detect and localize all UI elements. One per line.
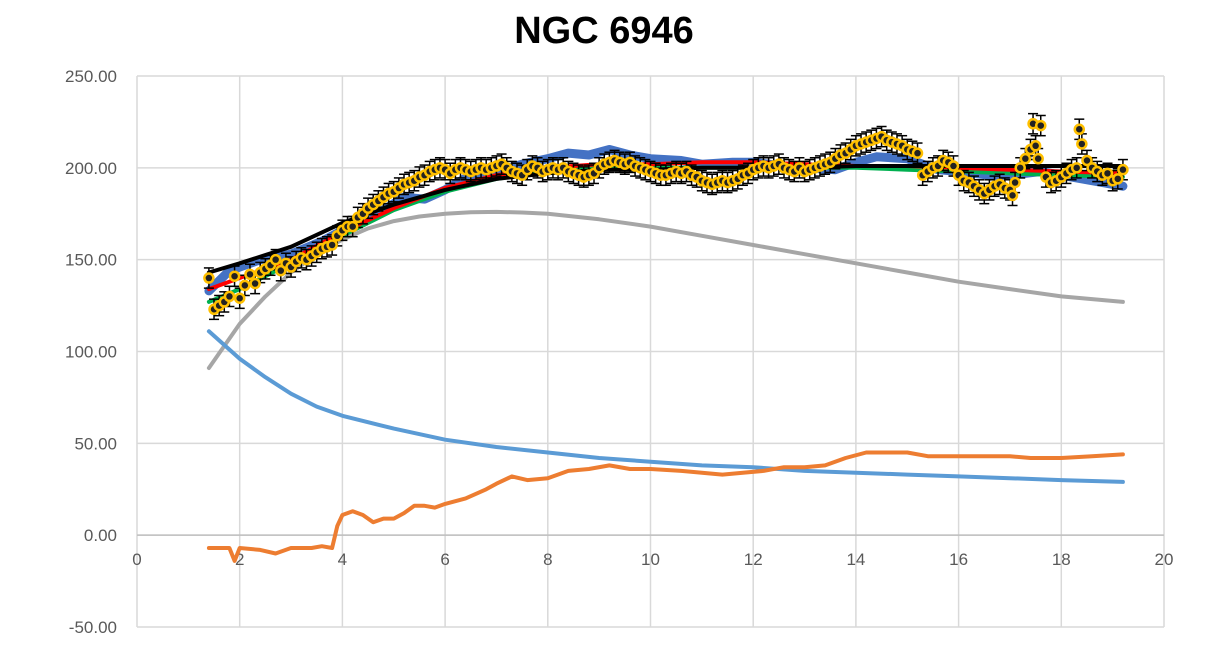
data-point-marker xyxy=(1029,140,1042,152)
data-point-marker xyxy=(326,239,338,251)
data-point-marker xyxy=(346,220,359,233)
x-tick-label: 16 xyxy=(949,550,968,569)
y-tick-label: 100.00 xyxy=(65,343,117,362)
y-tick-label: -50.00 xyxy=(69,618,117,637)
x-tick-label: 4 xyxy=(338,550,347,569)
data-point-marker xyxy=(1070,162,1083,174)
data-point-marker xyxy=(275,264,287,277)
data-point-marker xyxy=(911,147,924,159)
data-point-marker xyxy=(1032,152,1044,165)
series-line-5 xyxy=(206,329,1125,484)
data-point-marker xyxy=(1035,119,1047,132)
y-tick-label: 50.00 xyxy=(74,434,117,453)
x-tick-label: 18 xyxy=(1052,550,1071,569)
y-tick-label: 150.00 xyxy=(65,251,117,270)
x-tick-label: 14 xyxy=(846,550,865,569)
data-point-marker xyxy=(228,270,241,282)
data-point-marker xyxy=(947,160,960,172)
data-point-marker xyxy=(1081,154,1093,167)
data-point-marker xyxy=(223,290,236,303)
x-tick-label: 10 xyxy=(641,550,660,569)
data-point-marker xyxy=(1112,173,1124,185)
data-point-marker xyxy=(1019,152,1032,165)
data-point-marker xyxy=(1009,176,1021,189)
series-line-6 xyxy=(206,450,1125,563)
x-tick-label: 0 xyxy=(132,550,141,569)
data-point-marker xyxy=(1101,167,1114,180)
data-point-marker xyxy=(1014,162,1026,174)
data-point-marker xyxy=(239,279,251,292)
data-point-marker xyxy=(1076,138,1088,150)
data-point-marker xyxy=(249,277,261,290)
x-tick-label: 2 xyxy=(235,550,244,569)
data-point-marker xyxy=(1006,189,1019,202)
data-point-marker xyxy=(1117,163,1129,176)
data-point-marker xyxy=(233,292,246,304)
x-tick-label: 8 xyxy=(543,550,552,569)
y-tick-label: 250.00 xyxy=(65,67,117,86)
x-tick-label: 20 xyxy=(1155,550,1174,569)
data-point-marker xyxy=(1073,123,1086,136)
y-tick-label: 0.00 xyxy=(84,526,117,545)
data-point-marker xyxy=(269,253,282,266)
data-point-marker xyxy=(244,268,256,281)
x-tick-label: 12 xyxy=(744,550,763,569)
data-point-marker xyxy=(203,272,215,284)
y-tick-label: 200.00 xyxy=(65,159,117,178)
x-tick-label: 6 xyxy=(440,550,449,569)
chart-title: NGC 6946 xyxy=(514,10,694,52)
